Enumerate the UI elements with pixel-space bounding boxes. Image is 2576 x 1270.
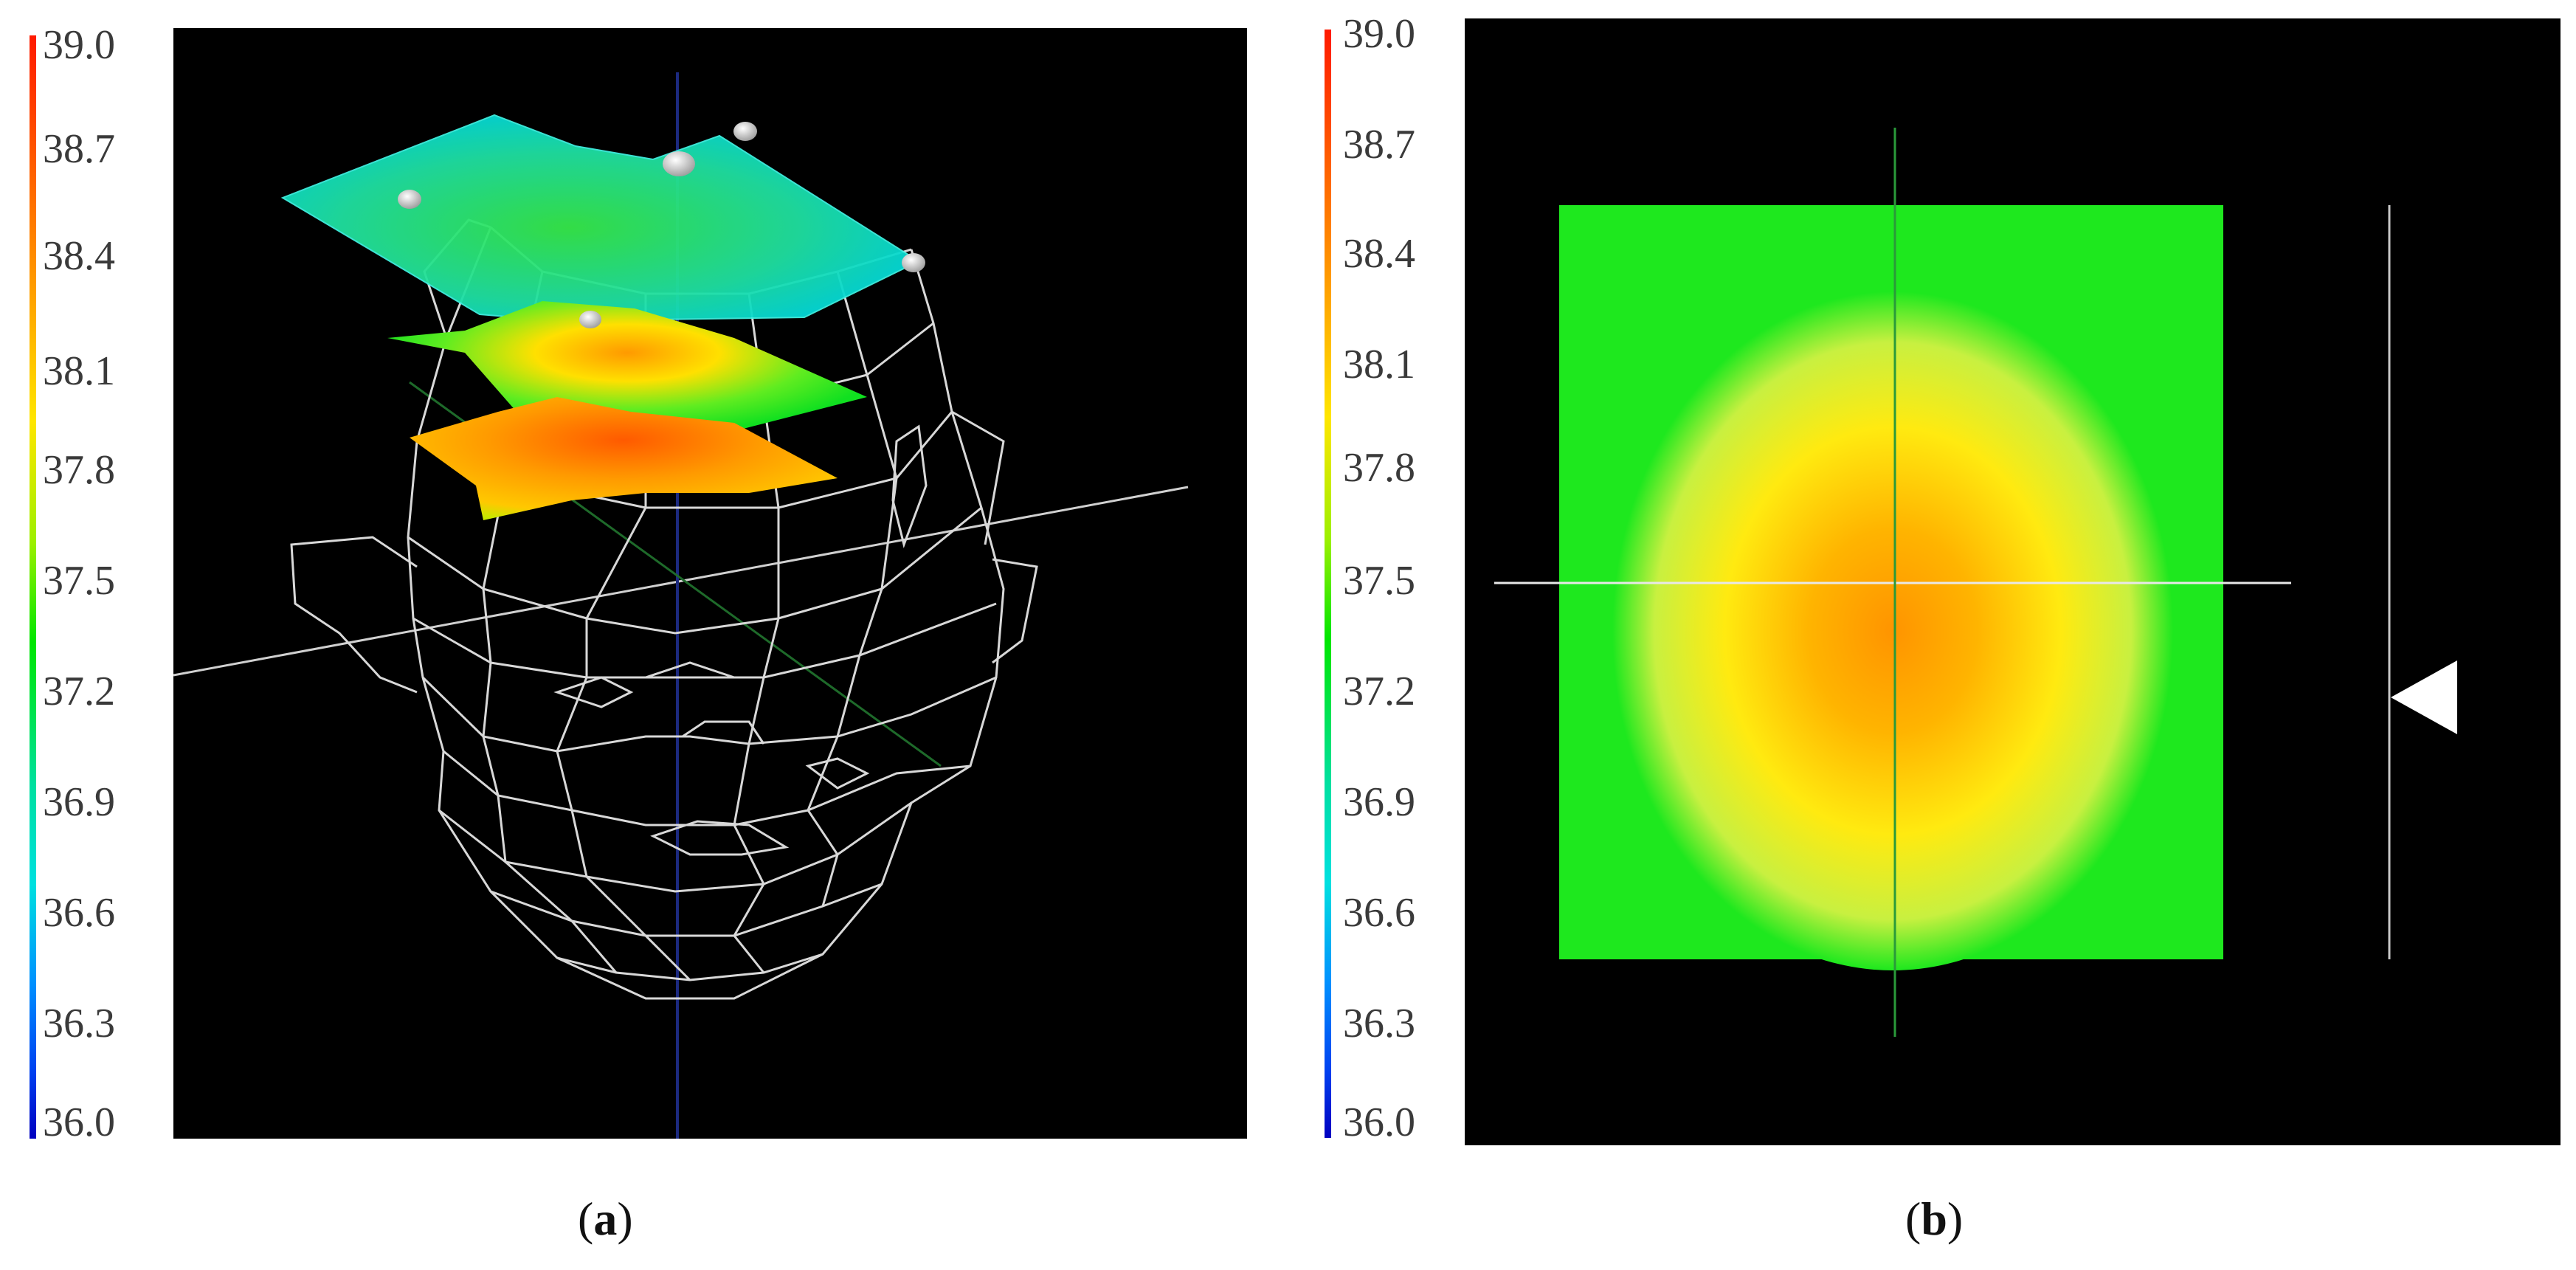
- colorbar-a: [30, 35, 36, 1139]
- caption-b-letter: b: [1921, 1193, 1947, 1245]
- colorbar-a-tick: 38.1: [43, 348, 115, 394]
- colorbar-b-tick: 36.3: [1343, 1001, 1415, 1046]
- colorbar-b-tick: 38.1: [1343, 342, 1415, 387]
- slice-2d-view[interactable]: [1465, 18, 2561, 1145]
- colorbar-b-tick: 37.2: [1343, 669, 1415, 714]
- colorbar-a-tick: 36.3: [43, 1001, 115, 1046]
- depth-slider-handle-icon[interactable]: [2391, 660, 2457, 734]
- colorbar-a-tick: 38.7: [43, 126, 115, 172]
- colorbar-b-tick: 37.5: [1343, 558, 1415, 604]
- colorbar-b-tick: 36.0: [1343, 1100, 1415, 1145]
- colorbar-a-tick: 39.0: [43, 22, 115, 68]
- temperature-layer-bottom: [410, 397, 838, 520]
- temperature-layer-top: [280, 114, 921, 320]
- colorbar-b-tick: 38.4: [1343, 231, 1415, 277]
- caption-a-letter: a: [593, 1193, 618, 1245]
- colorbar-a-tick: 36.0: [43, 1100, 115, 1145]
- colorbar-b-tick: 39.0: [1343, 11, 1415, 57]
- temperature-layer-middle: [387, 301, 867, 449]
- colorbar-a-tick: 36.9: [43, 779, 115, 825]
- colorbar-a-tick: 37.8: [43, 447, 115, 493]
- colorbar-b-tick: 36.9: [1343, 779, 1415, 825]
- colorbar-a-tick: 38.4: [43, 233, 115, 279]
- head-3d-view[interactable]: [173, 28, 1247, 1139]
- caption-b: (b): [1905, 1195, 1963, 1243]
- colorbar-b-tick: 37.8: [1343, 445, 1415, 491]
- colorbar-b-tick: 36.6: [1343, 890, 1415, 936]
- caption-a-open: (: [578, 1193, 594, 1245]
- electrode-markers: [398, 122, 925, 328]
- hot-spot: [1612, 291, 2173, 970]
- colorbar-b-tick: 38.7: [1343, 122, 1415, 168]
- colorbar-a-tick: 37.2: [43, 669, 115, 714]
- colorbar-b: [1325, 30, 1331, 1138]
- caption-a: (a): [578, 1195, 633, 1243]
- colorbar-a-tick: 36.6: [43, 890, 115, 936]
- caption-b-open: (: [1905, 1193, 1921, 1245]
- colorbar-a-tick: 37.5: [43, 558, 115, 604]
- head-wireframe: [290, 218, 1038, 1000]
- caption-a-close: ): [617, 1193, 633, 1245]
- caption-b-close: ): [1947, 1193, 1964, 1245]
